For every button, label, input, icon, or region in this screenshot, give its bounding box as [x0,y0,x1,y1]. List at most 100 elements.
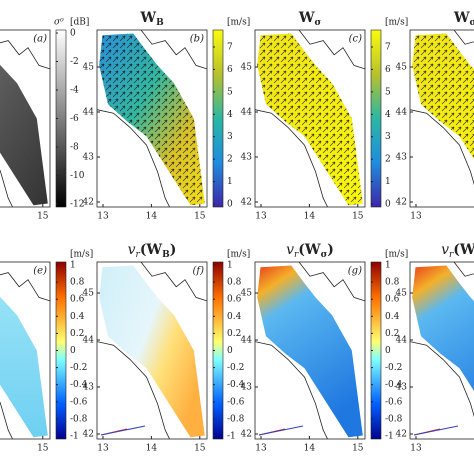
colorbar-tick-label: -0.8 [227,414,245,424]
colorbar-symbol: σ⁰ [54,18,64,28]
colorbar-tick-label: -0.6 [227,397,245,407]
colorbar-tick-label: 4 [385,110,391,120]
title-part: σ [321,250,328,260]
x-tick-label: 15 [352,212,364,222]
map [97,30,207,207]
y-tick-label: 45 [241,289,253,299]
colorbar-tick-label: 0.4 [385,312,400,322]
map [0,40,50,207]
coastline [0,169,13,207]
panel-letter: (b) [190,34,204,45]
panel: 13 14 15 45 44 43 42 (g) vr(Wσ) 1 0.8 0.6 0.4 0.2 0 -0.… [241,242,409,454]
arrow-blue [258,425,304,436]
panel-title: WB [139,10,164,28]
panel-title: Wσ [298,10,322,28]
frame [409,29,474,208]
title-part: (W [453,242,474,258]
panel-letter: (f) [192,266,204,277]
frame [254,261,366,440]
colorbar-tick-label: 7 [227,43,233,53]
frame [0,261,51,440]
title-part: W [298,10,315,26]
title-part: ) [327,242,334,258]
x-tick-label: 13 [255,444,267,454]
y-tick-label: 44 [83,336,95,346]
panel: 15 (a) 0 -2 -4 -6 -8 -10 -12 [dB] σ⁰ [0,18,89,222]
colorbar-tick-label: 0 [385,200,391,210]
x-tick-label: 14 [304,444,316,454]
arrow-blue [100,425,146,436]
colorbar-tick-label: 0 [227,200,233,210]
colorbar-tick-label: 0.4 [70,312,85,322]
coastline [0,272,50,302]
colorbar-tick-label: -0.2 [385,363,402,373]
y-tick-label: 45 [83,63,95,73]
colorbar-tick-label: 6 [385,65,391,75]
map [410,262,474,436]
title-part: σ [315,18,322,28]
title-part: v [441,242,449,258]
colorbar-tick-label: 1 [70,261,76,271]
coastline [140,262,207,302]
x-tick-label: 14 [146,212,158,222]
frame [96,29,208,208]
x-tick-label: 14 [146,444,158,454]
y-tick-label: 45 [241,63,253,73]
panel: 13 14 15 45 44 43 42 (f) vr(WB) 1 0.8 0.6 0.4 0.2 0 -0.… [83,242,251,454]
colorbar-tick-label: 0.2 [385,329,399,339]
colorbar-tick-label: -0.4 [227,380,245,390]
coastline [255,341,328,439]
colorbar-tick-label: -0.8 [385,414,403,424]
frame [96,261,208,440]
title-part: (W [140,242,163,258]
colorbar-tick-label: 0.2 [70,329,84,339]
y-tick-label: 43 [396,383,408,393]
y-tick-label: 45 [396,289,408,299]
colorbar [212,29,224,208]
colorbar-tick-label: 5 [385,87,391,97]
coastline [298,30,365,70]
colorbar-tick-label: 6 [227,65,233,75]
panel-title: Wσ [453,10,474,28]
swath [412,265,474,391]
colorbar-tick-label: -10 [70,171,85,181]
y-tick-label: 45 [396,63,408,73]
colorbar-tick-label: -8 [70,143,79,153]
colorbar-tick-label: 0.8 [385,278,400,288]
map [255,262,365,439]
title-part: ) [170,242,177,258]
colorbar-tick-label: -0.4 [385,380,403,390]
y-tick-label: 44 [241,108,253,118]
colorbar-tick-label: 1 [227,177,233,187]
colorbar-unit: [m/s] [227,250,250,260]
colorbar-tick-label: 0.6 [227,295,242,305]
map [410,30,474,186]
title-part: (W [298,242,321,258]
colorbar-tick-label: 1 [227,261,233,271]
x-tick-label: 13 [97,444,109,454]
coastline [97,341,170,439]
map [255,30,365,207]
colorbar-tick-label: 2 [227,155,233,165]
colorbar-tick-label: 0.8 [70,278,85,288]
title-part: v [286,242,294,258]
colorbar-tick-label: 0 [385,346,391,356]
y-tick-label: 44 [396,336,408,346]
y-tick-label: 43 [396,153,408,163]
colorbar-unit: [dB] [70,18,89,28]
frame [254,29,366,208]
wind-vectors [257,33,363,206]
colorbar-tick-label: -0.6 [70,397,88,407]
x-tick-label: 15 [37,444,49,454]
map [0,272,50,439]
colorbar-tick-label: 3 [385,132,391,142]
colorbar-tick-label: -0.2 [70,363,87,373]
colorbar-tick-label: 3 [227,132,233,142]
panel: 13 45 44 43 42 Wσ [396,10,474,222]
coastline [410,109,474,186]
colorbar-tick-label: 7 [385,43,391,53]
title-part: σ [470,18,474,28]
colorbar-tick-label: -0.8 [70,414,88,424]
